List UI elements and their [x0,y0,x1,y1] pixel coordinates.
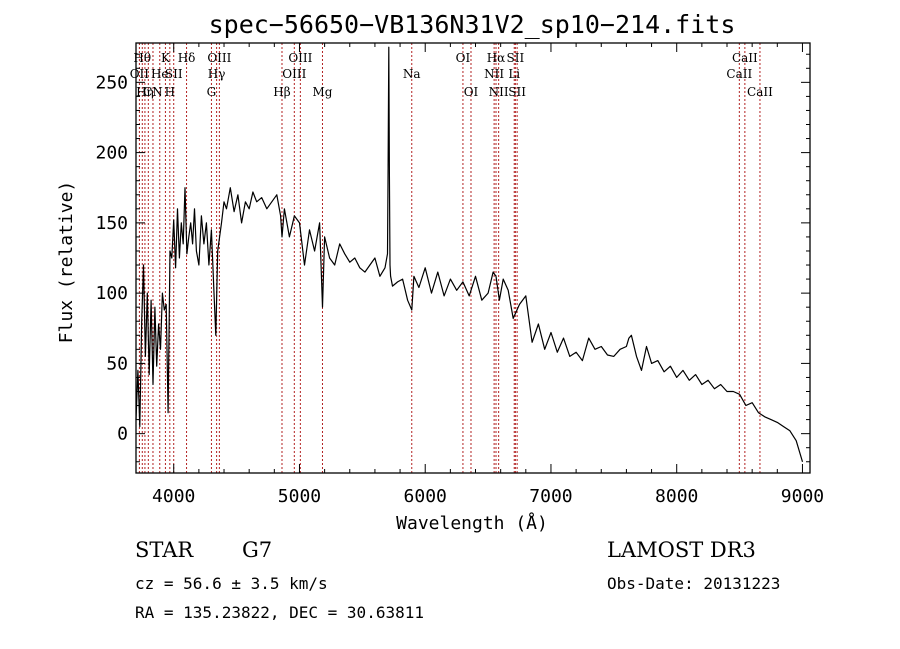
x-tick-label: 9000 [781,486,824,507]
line-marker-label: Hη [136,85,154,99]
line-marker-label: OI [456,51,471,65]
object-class: STAR [135,538,194,562]
observation-date: Obs-Date: 20131223 [607,574,781,593]
line-marker-label: Hα [487,51,506,65]
x-tick-label: 4000 [152,486,195,507]
plot-frame [135,42,811,474]
line-markers [138,43,761,473]
x-axis-label: Wavelength (Å) [396,512,548,534]
line-marker-label: CN [143,85,163,99]
line-marker-label: OIII [288,51,312,65]
line-marker-label: NII [489,85,509,99]
line-marker-label: OIII [282,67,306,81]
line-marker-label: K [161,51,171,65]
y-tick-label: 200 [95,143,128,164]
line-marker-label: CaII [726,67,752,81]
line-marker-label: Hγ [208,67,226,81]
chart-title: spec−56650−VB136N31V2_sp10−214.fits [209,10,736,39]
redshift-velocity: cz = 56.6 ± 3.5 km/s [135,574,328,593]
x-tick-label: 6000 [404,486,447,507]
line-marker-label: CaII [747,85,773,99]
y-tick-label: 0 [117,424,128,445]
line-marker-label: SII [165,67,183,81]
y-tick-label: 250 [95,72,128,93]
line-marker-label: OII [130,67,150,81]
spectrum-line [135,46,804,462]
line-marker-label: OI [464,85,479,99]
y-tick-label: 150 [95,213,128,234]
line-marker-label: Na [403,67,421,81]
line-marker-labels: HθOIIHηCNHeKHSIIHδGHγOIIIHβOIIIOIIIMgNaO… [130,51,773,99]
line-marker-label: OIII [207,51,231,65]
line-marker-label: Hβ [273,85,290,99]
line-marker-label: SII [508,85,526,99]
ra-dec-coordinates: RA = 135.23822, DEC = 30.63811 [135,603,424,622]
x-tick-label: 5000 [278,486,321,507]
line-marker-label: H [165,85,175,99]
survey-name: LAMOST DR3 [607,538,756,562]
line-marker-label: Li [508,67,520,81]
line-marker-label: Hδ [178,51,196,65]
x-axis-ticks: 4000 5000 6000 7000 8000 9000 [152,43,824,507]
object-subclass: G7 [242,538,273,562]
line-marker-label: G [207,85,217,99]
x-tick-label: 8000 [655,486,698,507]
y-axis-ticks: 0 50 100 150 200 250 [95,53,810,463]
line-marker-label: SII [507,51,525,65]
y-tick-label: 50 [106,353,128,374]
line-marker-label: He [151,67,169,81]
x-tick-label: 7000 [529,486,572,507]
y-axis-label: Flux (relative) [56,181,77,344]
line-marker-label: Mg [312,85,332,99]
y-tick-label: 100 [95,283,128,304]
line-marker-label: NII [484,67,504,81]
line-marker-label: CaII [732,51,758,65]
